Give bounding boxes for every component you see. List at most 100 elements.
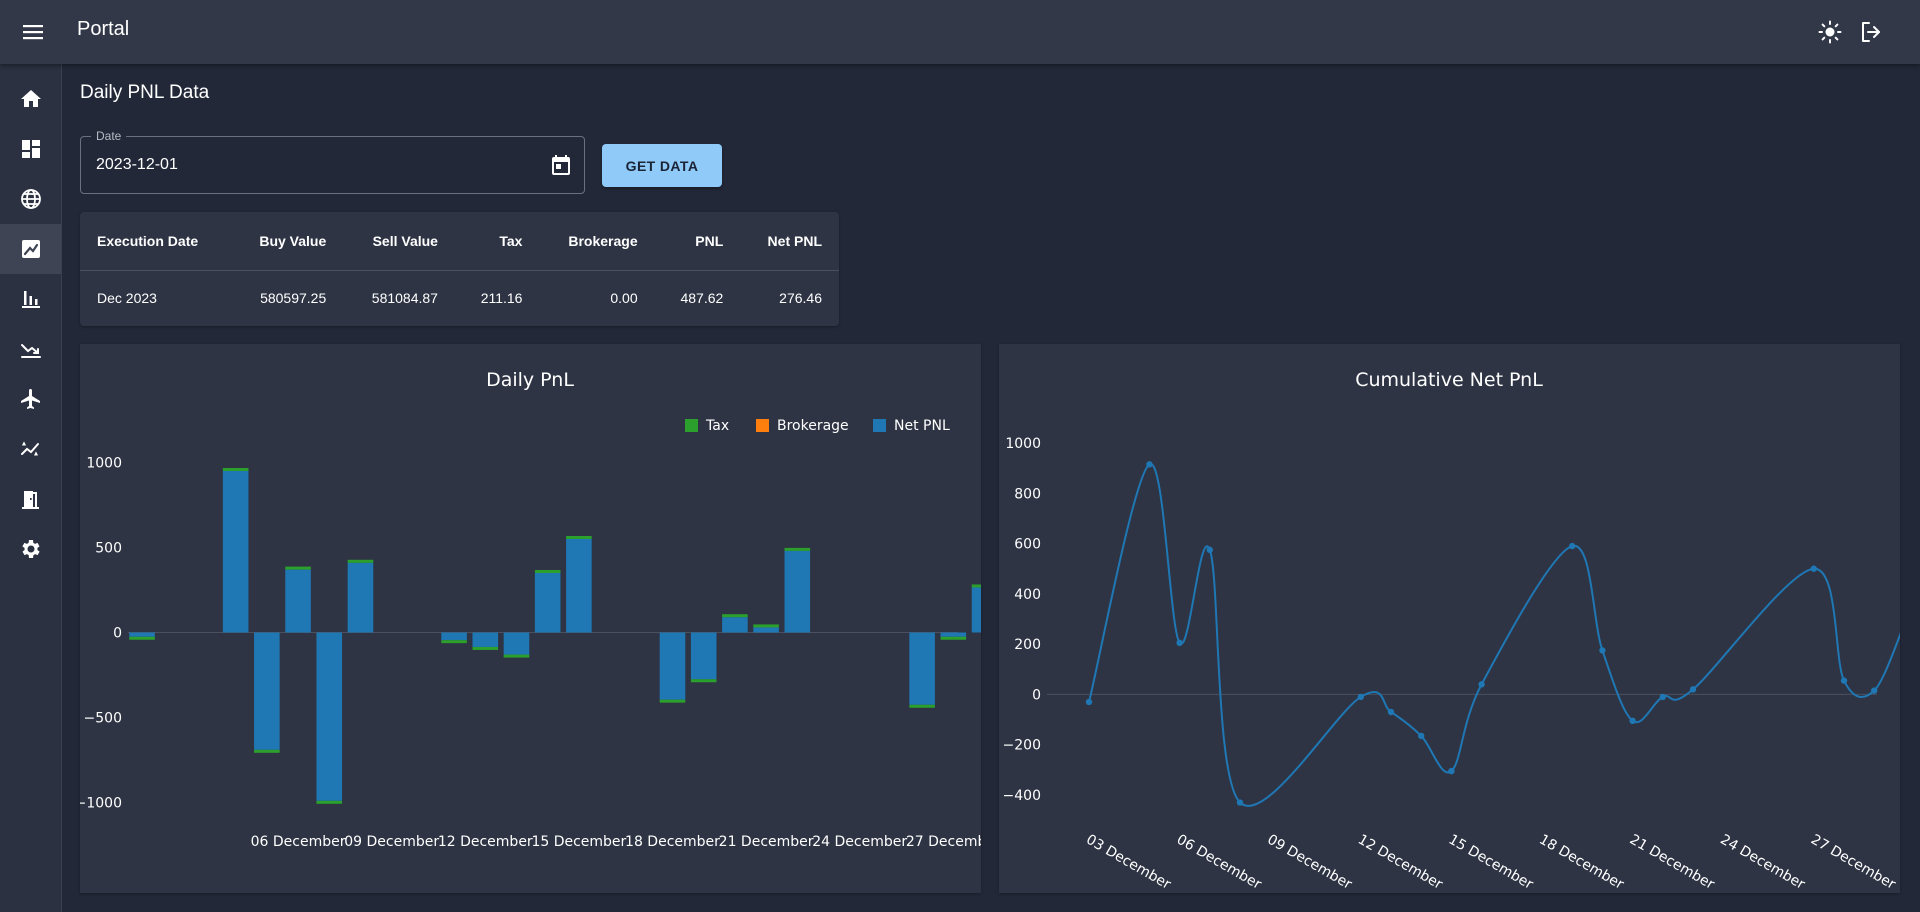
x-tick-label: 24 December [1717, 832, 1807, 893]
date-field[interactable]: Date 2023-12-01 [80, 129, 585, 194]
tax-bar [441, 640, 467, 644]
x-tick-label: 09 December [1264, 832, 1354, 893]
tax-bar [316, 800, 343, 804]
data-point [1357, 693, 1364, 701]
tax-bar [566, 536, 592, 539]
net-pnl-bar [347, 562, 374, 633]
y-tick-label: 800 [1014, 486, 1041, 502]
table-cell: 580597.25 [260, 290, 327, 307]
column-header: Buy Value [230, 212, 344, 271]
x-tick-label: 12 December [1355, 832, 1445, 893]
x-tick-label: 15 December [1446, 832, 1536, 893]
y-tick-label: −400 [1003, 788, 1041, 804]
nav-airplane[interactable] [0, 374, 61, 424]
tax-bar [472, 646, 499, 650]
calendar-icon[interactable] [549, 153, 573, 177]
tax-bar [940, 636, 967, 640]
nav-trending-down[interactable] [0, 324, 61, 374]
nav-dashboard[interactable] [0, 124, 61, 174]
tax-bar [722, 614, 748, 618]
net-pnl-bar [285, 569, 311, 633]
logout-icon[interactable] [1857, 18, 1885, 46]
tax-bar [534, 570, 561, 573]
globe-icon [20, 189, 41, 209]
menu-icon[interactable] [20, 18, 48, 46]
data-point [1085, 698, 1093, 706]
data-point [1387, 708, 1395, 716]
date-field-value[interactable]: 2023-12-01 [96, 156, 178, 173]
nav-settings[interactable] [0, 524, 61, 574]
summary-table-card: Execution Date Buy Value Sell Value Tax … [80, 212, 839, 326]
table-header-row: Execution Date Buy Value Sell Value Tax … [80, 212, 839, 271]
x-tick-label: 18 December [1536, 832, 1626, 893]
y-tick-label: −1000 [80, 796, 122, 812]
app-bar: Portal [0, 0, 1920, 64]
data-point [1599, 647, 1606, 654]
chart-box-icon [21, 240, 40, 258]
cumulative-pnl-chart-card: Cumulative Net PnL 1000 800 600 400 200 0 −200 −… [999, 344, 1900, 893]
y-tick-label: 0 [1032, 687, 1041, 703]
summary-table: Execution Date Buy Value Sell Value Tax … [80, 212, 839, 326]
bar-chart-icon [21, 291, 40, 308]
y-tick-label: 400 [1014, 587, 1041, 603]
legend-swatch [873, 419, 886, 432]
data-point [1689, 686, 1697, 693]
x-tick-label: 15 December [531, 834, 626, 850]
x-tick-label: 12 December [438, 834, 533, 850]
data-point [1629, 717, 1636, 725]
net-pnl-bar [222, 471, 249, 633]
tax-bar [347, 559, 374, 563]
nav-bar-chart[interactable] [0, 274, 61, 324]
x-tick-label: 21 December [1627, 832, 1717, 893]
y-tick-label: 600 [1014, 537, 1041, 553]
data-point [1569, 542, 1576, 550]
net-pnl-bar [254, 632, 280, 750]
data-point [1418, 732, 1425, 740]
y-tick-label: −500 [84, 711, 122, 727]
legend-label: Net PNL [894, 418, 950, 434]
x-tick-label: 21 December [719, 834, 814, 850]
data-point [1448, 767, 1455, 775]
daily-pnl-chart-card: Daily PnL Tax Brokerage Net PNL 1000 500 0 −500… [80, 344, 981, 893]
page-title: Daily PNL Data [80, 82, 210, 103]
x-tick-label: 24 December [812, 834, 907, 850]
x-tick-label: 18 December [625, 834, 720, 850]
net-pnl-bar [566, 539, 592, 633]
tax-bar [129, 636, 155, 640]
tax-bar [285, 566, 311, 570]
y-tick-label: −200 [1003, 738, 1041, 754]
nav-home[interactable] [0, 74, 61, 124]
x-tick-label: 09 December [344, 834, 439, 850]
get-data-button[interactable]: GET DATA [602, 144, 722, 187]
chart-title: Cumulative Net PnL [1355, 369, 1543, 391]
door-open-icon [21, 491, 39, 509]
legend-swatch [685, 419, 698, 432]
nav-globe[interactable] [0, 174, 61, 224]
net-pnl-bar [909, 632, 935, 705]
y-tick-label: 500 [95, 541, 122, 557]
auto-graph-icon [20, 441, 39, 456]
home-icon [20, 90, 41, 107]
legend-label: Brokerage [777, 418, 849, 434]
legend-label: Tax [705, 418, 729, 434]
nav-door[interactable] [0, 474, 61, 524]
nav-auto-graph[interactable] [0, 424, 61, 474]
gear-icon [21, 540, 40, 558]
net-pnl-bar [316, 632, 343, 801]
net-pnl-bar [534, 573, 561, 633]
table-cell: Dec 2023 [97, 290, 157, 307]
data-point [1659, 693, 1666, 701]
sun-icon[interactable] [1816, 18, 1844, 46]
table-cell: 0.00 [610, 290, 638, 307]
data-point [1146, 461, 1153, 468]
net-pnl-bar [472, 632, 499, 647]
airplane-icon [20, 389, 40, 409]
net-pnl-bar [722, 617, 748, 633]
x-tick-label: 06 December [251, 834, 346, 850]
column-header: PNL [654, 212, 741, 271]
y-tick-label: 1000 [1005, 436, 1041, 452]
tax-bar [690, 679, 717, 683]
nav-chart-box[interactable] [0, 224, 61, 274]
legend-swatch [756, 419, 769, 432]
cumulative-pnl-line [1088, 463, 1900, 807]
